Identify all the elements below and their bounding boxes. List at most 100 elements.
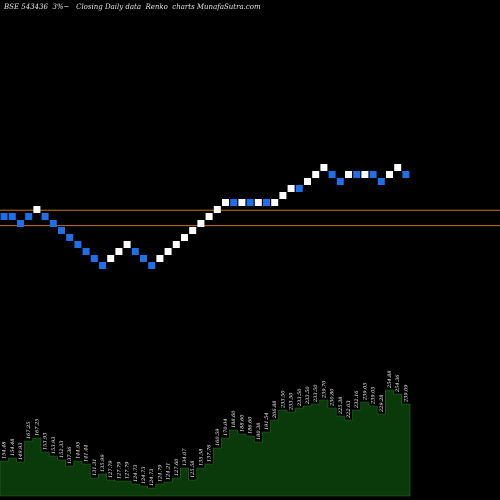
volume-label-38: 233.50	[313, 384, 319, 403]
renko-brick-28-down	[230, 199, 238, 206]
volume-label-30: 186.60	[248, 416, 254, 434]
renko-brick-42-up	[345, 171, 352, 178]
renko-brick-43-down	[353, 171, 361, 178]
volume-label-40: 230.80	[330, 388, 336, 407]
renko-brick-47-up	[386, 171, 393, 178]
renko-brick-22-up	[181, 234, 188, 241]
renko-bricks	[0, 164, 410, 269]
volume-label-8: 137.36	[67, 446, 73, 464]
renko-brick-40-down	[328, 171, 336, 178]
renko-brick-4-up	[33, 206, 41, 213]
volume-label-17: 124.73	[141, 467, 147, 485]
volume-label-44: 239.05	[362, 383, 368, 402]
renko-brick-27-up	[222, 199, 229, 206]
renko-brick-9-down	[74, 241, 82, 248]
renko-brick-45-down	[369, 171, 377, 178]
volume-label-34: 233.50	[280, 390, 286, 409]
volume-label-16: 124.73	[133, 465, 139, 483]
volume-label-36: 233.50	[297, 388, 303, 407]
volume-area-path	[0, 389, 411, 497]
renko-brick-26-up	[213, 206, 221, 213]
renko-brick-8-down	[66, 234, 74, 241]
volume-label-2: 149.93	[18, 443, 24, 461]
volume-label-6: 153.93	[51, 437, 57, 455]
volume-label-43: 232.16	[354, 390, 360, 409]
renko-brick-0-down	[0, 213, 8, 220]
renko-brick-3-down	[25, 213, 33, 220]
volume-label-0: 154.48	[2, 442, 8, 460]
volume-label-14: 127.79	[116, 461, 122, 479]
volume-label-28: 188.60	[231, 410, 237, 428]
renko-brick-5-down	[41, 213, 49, 220]
renko-brick-44-up	[361, 171, 369, 178]
volume-label-4: 167.25	[34, 419, 40, 437]
volume-label-1: 154.48	[10, 439, 16, 457]
renko-brick-1-down	[8, 213, 16, 220]
renko-brick-15-up	[123, 241, 131, 248]
renko-brick-20-up	[164, 248, 172, 255]
volume-label-41: 225.38	[338, 397, 344, 416]
renko-brick-37-up	[304, 178, 311, 185]
renko-brick-30-down	[246, 199, 254, 206]
renko-brick-23-up	[189, 227, 197, 234]
volume-label-47: 254.88	[387, 371, 393, 390]
renko-brick-16-down	[131, 248, 139, 255]
renko-brick-24-up	[197, 220, 205, 227]
renko-brick-25-up	[205, 213, 213, 220]
volume-label-15: 127.79	[125, 461, 131, 479]
reference-lines	[0, 209, 500, 227]
renko-brick-32-down	[263, 199, 270, 206]
volume-label-10: 141.44	[84, 445, 90, 463]
volume-label-39: 239.70	[321, 380, 327, 399]
renko-brick-33-up	[271, 199, 279, 206]
volume-label-49: 239.09	[403, 384, 409, 403]
volume-label-31: 180.38	[256, 423, 262, 441]
renko-brick-46-down	[377, 178, 385, 185]
volume-label-29: 188.60	[239, 414, 245, 432]
renko-brick-34-up	[279, 192, 287, 199]
renko-brick-36-down	[295, 185, 303, 192]
renko-brick-38-up	[312, 171, 320, 178]
renko-brick-10-down	[82, 248, 90, 255]
volume-label-45: 239.05	[371, 387, 377, 406]
volume-label-11: 131.31	[92, 459, 98, 477]
volume-label-42: 222.03	[346, 401, 352, 420]
chart-title: BSE 543436 3%~ Closing Daily data Renko …	[4, 3, 261, 11]
volume-label-26: 160.59	[215, 428, 221, 446]
volume-label-9: 144.95	[75, 442, 81, 460]
volume-label-13: 127.79	[108, 460, 114, 478]
renko-brick-41-down	[336, 178, 344, 185]
renko-brick-29-up	[238, 199, 246, 206]
renko-brick-13-up	[107, 255, 115, 262]
renko-brick-17-down	[140, 255, 147, 262]
volume-label-25: 137.76	[207, 444, 213, 462]
volume-label-37: 233.50	[305, 386, 311, 405]
volume-label-18: 124.73	[149, 469, 155, 487]
volume-label-5: 153.93	[43, 433, 49, 451]
volume-label-20: 124.21	[166, 463, 172, 481]
volume-label-33: 206.88	[272, 401, 278, 420]
volume-label-22: 134.07	[182, 448, 188, 466]
volume-label-12: 135.99	[100, 454, 106, 472]
renko-brick-21-up	[172, 241, 180, 248]
volume-label-7: 152.33	[59, 441, 65, 459]
volume-label-32: 191.54	[264, 413, 270, 431]
volume-label-35: 233.50	[289, 392, 295, 411]
renko-brick-6-down	[49, 220, 57, 227]
volume-label-21: 127.60	[174, 458, 180, 476]
renko-brick-7-down	[58, 227, 65, 234]
volume-label-19: 124.79	[157, 464, 163, 482]
renko-brick-11-down	[90, 255, 98, 262]
renko-brick-12-down	[99, 262, 106, 269]
renko-brick-19-up	[156, 255, 164, 262]
volume-label-3: 167.25	[26, 422, 32, 440]
renko-brick-31-up	[254, 199, 262, 206]
volume-label-27: 170.04	[223, 419, 229, 437]
volume-label-24: 135.58	[198, 449, 204, 467]
renko-brick-18-down	[148, 262, 156, 269]
volume-area	[0, 389, 411, 497]
renko-brick-35-up	[287, 185, 295, 192]
